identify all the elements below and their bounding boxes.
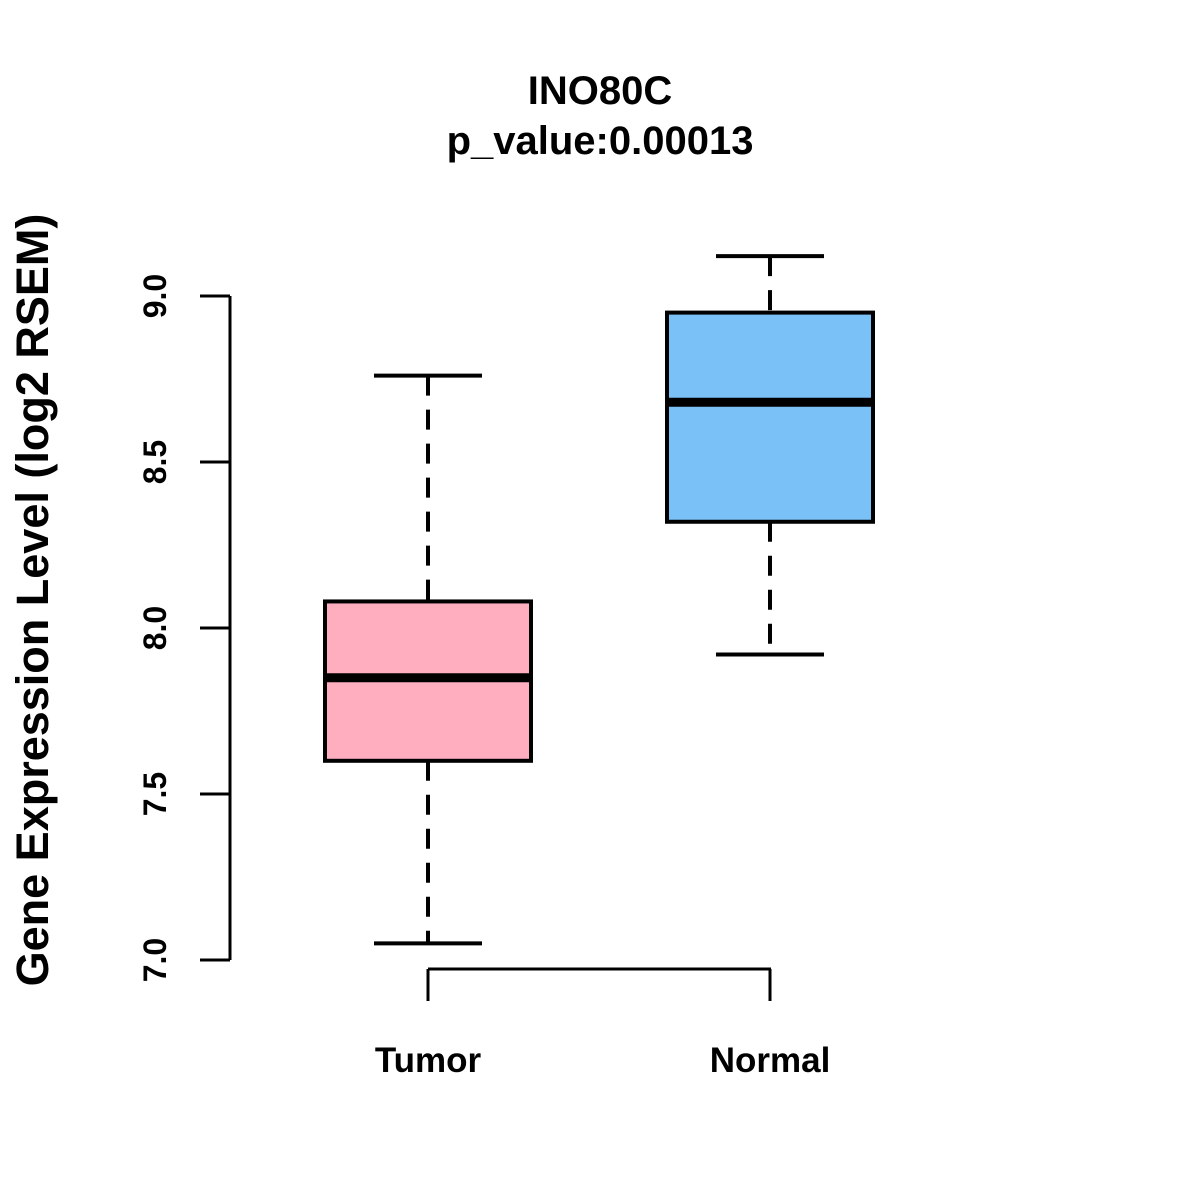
chart-title-block: INO80C p_value:0.00013 [0, 66, 1200, 166]
x-axis-label-normal: Normal [710, 1041, 831, 1080]
y-axis-tick-label: 7.0 [137, 938, 173, 982]
y-axis-tick-label: 7.5 [137, 772, 173, 816]
y-axis-tick-label: 9.0 [137, 274, 173, 318]
x-axis-label-tumor: Tumor [375, 1041, 482, 1080]
y-axis-tick-label: 8.5 [137, 440, 173, 484]
normal-box [665, 310, 875, 524]
y-axis-tick-label: 8.0 [137, 606, 173, 650]
gene-title: INO80C [527, 69, 673, 113]
pvalue-subtitle: p_value:0.00013 [446, 119, 754, 163]
